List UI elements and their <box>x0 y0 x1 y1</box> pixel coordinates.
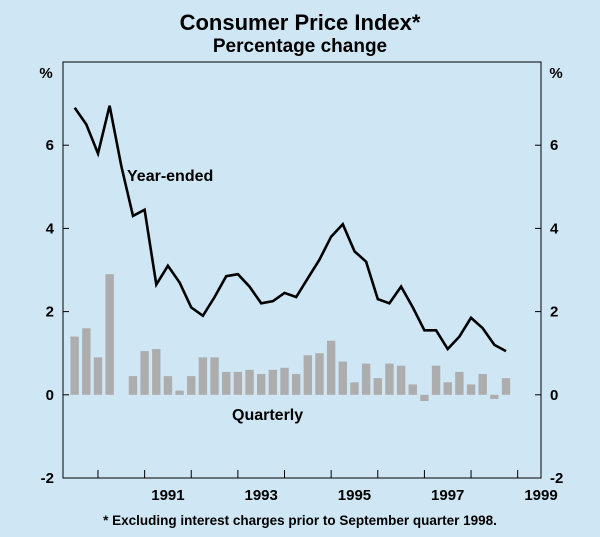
quarterly-bar <box>455 371 464 395</box>
quarterly-bar <box>408 384 417 395</box>
quarterly-bar <box>291 374 301 395</box>
quarterly-bar <box>431 365 441 395</box>
y-unit-right: % <box>549 65 562 82</box>
y-tick-label-left: -2 <box>41 470 54 487</box>
y-tick-label-left: 2 <box>46 304 54 321</box>
y-tick-label-left: 6 <box>46 137 54 154</box>
quarterly-bar <box>105 274 114 395</box>
x-tick-label: 1993 <box>245 487 278 504</box>
quarterly-bar <box>233 371 243 395</box>
x-tick-label: 1997 <box>431 487 464 504</box>
y-tick-label-right: 0 <box>550 387 558 404</box>
y-tick-label-right: 4 <box>550 220 559 237</box>
x-tick-label: 1991 <box>151 487 184 504</box>
quarterly-bar <box>396 365 406 395</box>
axis-ticks: -2 -2 0 0 2 2 4 4 6 6 1991 1993 1995 1997 1999 <box>41 137 564 504</box>
chart-subtitle: Percentage change <box>213 36 387 57</box>
y-tick-label-right: 6 <box>550 137 558 154</box>
quarterly-bar <box>187 376 196 395</box>
quarterly-bar <box>361 363 371 395</box>
quarterly-bar <box>245 369 254 395</box>
quarterly-bars <box>70 274 511 402</box>
quarterly-bar <box>466 384 476 395</box>
quarterly-bar <box>256 374 266 395</box>
year-ended-label: Year-ended <box>127 168 213 185</box>
quarterly-bar <box>152 349 161 395</box>
y-unit-left: % <box>39 65 52 82</box>
quarterly-bar <box>163 376 173 395</box>
x-tick-label: 1999 <box>524 487 557 504</box>
quarterly-bar <box>280 367 289 395</box>
y-tick-label-right: 2 <box>550 304 558 321</box>
year-ended-line <box>73 105 507 353</box>
quarterly-bar <box>210 357 219 395</box>
chart-title: Consumer Price Index* <box>180 10 421 35</box>
quarterly-bar <box>198 357 208 395</box>
quarterly-bar <box>82 328 91 395</box>
quarterly-bar <box>443 382 452 395</box>
y-tick-label-right: -2 <box>550 470 563 487</box>
quarterly-bar <box>315 353 324 395</box>
y-tick-label-left: 0 <box>46 387 54 404</box>
x-tick-label: 1995 <box>338 487 371 504</box>
y-tick-label-left: 4 <box>46 220 55 237</box>
quarterly-bar <box>501 378 511 395</box>
quarterly-bar <box>478 374 487 395</box>
year-ended-series <box>73 105 507 353</box>
quarterly-bar <box>222 371 231 395</box>
quarterly-bar <box>385 363 394 395</box>
quarterly-bar <box>373 378 382 395</box>
quarterly-bar <box>326 340 336 395</box>
quarterly-bar <box>140 351 149 395</box>
quarterly-bar <box>175 390 184 395</box>
quarterly-bar <box>338 361 348 395</box>
quarterly-bar <box>490 394 499 399</box>
quarterly-bar <box>350 382 359 395</box>
quarterly-bar <box>70 336 79 395</box>
footnote: * Excluding interest charges prior to Se… <box>103 513 497 528</box>
plot-area <box>62 61 542 479</box>
quarterly-bar <box>303 355 313 395</box>
quarterly-bar <box>128 376 138 395</box>
quarterly-bar <box>93 357 103 395</box>
quarterly-label: Quarterly <box>232 407 303 424</box>
quarterly-bar <box>268 369 278 395</box>
quarterly-bar <box>420 394 429 402</box>
